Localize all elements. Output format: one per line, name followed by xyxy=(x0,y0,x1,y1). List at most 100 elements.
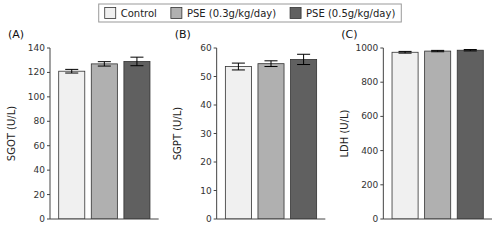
error-cap xyxy=(98,61,111,62)
tick-label: 1000 xyxy=(355,43,378,53)
error-cap xyxy=(297,64,310,65)
tick xyxy=(214,48,217,49)
error-bar xyxy=(297,54,310,64)
error-cap xyxy=(431,51,444,52)
error-bar xyxy=(431,50,444,51)
tick xyxy=(380,116,383,117)
marks xyxy=(59,57,150,219)
tick-label: 600 xyxy=(361,111,378,121)
tick xyxy=(47,219,50,220)
error-cap xyxy=(98,66,111,67)
error-line xyxy=(271,61,272,67)
error-cap xyxy=(464,49,477,50)
error-line xyxy=(104,62,105,66)
error-cap xyxy=(431,50,444,51)
tick xyxy=(380,48,383,49)
error-line xyxy=(303,54,304,64)
tick xyxy=(214,162,217,163)
error-cap xyxy=(399,53,412,54)
tick-label: 60 xyxy=(200,43,212,53)
error-line xyxy=(136,57,137,66)
y-axis-label: LDH (U/L) xyxy=(339,109,350,157)
bar xyxy=(91,64,117,219)
tick xyxy=(47,145,50,146)
panel: 02004006008001000LDH (U/L)(C) xyxy=(339,28,492,224)
tick xyxy=(214,105,217,106)
panel: 020406080100120140SGOT (U/L)(A) xyxy=(6,28,159,224)
error-cap xyxy=(130,65,143,66)
error-cap xyxy=(65,73,78,74)
tick xyxy=(214,219,217,220)
error-bar xyxy=(65,69,78,73)
legend-box xyxy=(99,4,402,22)
tick-label: 140 xyxy=(28,43,45,53)
tick xyxy=(47,170,50,171)
tick-label: 10 xyxy=(200,186,212,196)
tick xyxy=(214,190,217,191)
tick-label: 200 xyxy=(361,180,378,190)
tick-label: 120 xyxy=(28,67,45,77)
error-cap xyxy=(399,51,412,52)
marks xyxy=(392,50,483,219)
tick-label: 20 xyxy=(200,157,212,167)
tick xyxy=(47,121,50,122)
marks xyxy=(225,54,316,219)
tick xyxy=(47,194,50,195)
tick xyxy=(47,96,50,97)
error-cap xyxy=(464,50,477,51)
panel-title: (C) xyxy=(341,28,357,41)
bar xyxy=(124,61,150,219)
tick xyxy=(380,82,383,83)
error-bar xyxy=(264,61,277,67)
error-cap xyxy=(232,63,245,64)
error-line xyxy=(238,63,239,70)
panel-title: (A) xyxy=(8,28,24,41)
chart: Control PSE (0.3g/kg/day) PSE (0.5g/kg/day… xyxy=(0,0,500,229)
bar xyxy=(291,59,317,219)
tick xyxy=(380,219,383,220)
panel: 0 10 20 30 40 50 60 SGPT (U/L) (B) xyxy=(172,28,325,224)
tick-label: 40 xyxy=(200,100,212,110)
y-axis-label: SGPT (U/L) xyxy=(172,107,183,161)
bar xyxy=(258,64,284,219)
tick xyxy=(214,76,217,77)
legend-swatch xyxy=(105,8,116,19)
error-cap xyxy=(65,69,78,70)
tick-label: 0 xyxy=(39,214,45,224)
tick xyxy=(214,133,217,134)
bar xyxy=(59,71,85,219)
error-bar xyxy=(232,63,245,70)
tick-label: 20 xyxy=(34,190,46,200)
error-cap xyxy=(264,66,277,67)
x-axis xyxy=(383,219,492,220)
tick-label: 60 xyxy=(34,141,46,151)
x-axis xyxy=(50,219,159,220)
error-cap xyxy=(297,54,310,55)
legend: Control PSE (0.3g/kg/day) PSE (0.5g/kg/day… xyxy=(99,4,402,22)
error-cap xyxy=(232,69,245,70)
bar xyxy=(225,67,251,219)
error-bar xyxy=(464,50,477,51)
panel-title: (B) xyxy=(175,28,191,41)
legend-swatch xyxy=(290,8,301,19)
tick xyxy=(380,150,383,151)
tick xyxy=(47,72,50,73)
tick-label: 400 xyxy=(361,146,378,156)
tick-label: 40 xyxy=(34,165,46,175)
bar xyxy=(392,52,418,219)
x-axis xyxy=(217,219,326,220)
legend-label: Control xyxy=(121,8,157,19)
legend-swatch xyxy=(171,8,182,19)
legend-label: PSE (0.3g/kg/day) xyxy=(187,8,276,19)
bar xyxy=(457,50,483,219)
tick-label: 0 xyxy=(206,214,212,224)
tick-label: 50 xyxy=(200,72,212,82)
tick-label: 30 xyxy=(200,129,212,139)
y-axis xyxy=(50,48,51,219)
error-cap xyxy=(264,60,277,61)
error-line xyxy=(71,69,72,73)
tick xyxy=(380,184,383,185)
tick-label: 80 xyxy=(34,116,46,126)
tick-label: 0 xyxy=(373,214,379,224)
legend-label: PSE (0.5g/kg/day) xyxy=(306,8,395,19)
